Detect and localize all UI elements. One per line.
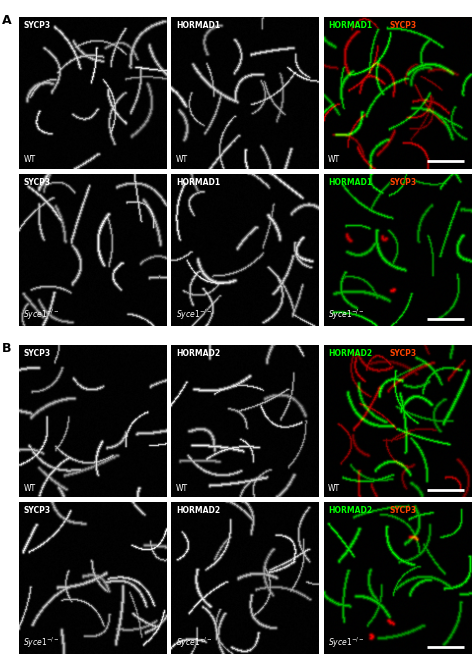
Text: HORMAD1: HORMAD1 xyxy=(176,178,220,187)
Text: SYCP3: SYCP3 xyxy=(390,178,417,187)
Text: HORMAD2: HORMAD2 xyxy=(176,506,220,516)
Text: HORMAD1: HORMAD1 xyxy=(328,21,372,30)
Text: WT: WT xyxy=(23,155,36,165)
Text: $Syce1^{-/-}$: $Syce1^{-/-}$ xyxy=(23,635,60,650)
Text: SYCP3: SYCP3 xyxy=(23,21,51,30)
Text: HORMAD2: HORMAD2 xyxy=(176,349,220,358)
Text: $Syce1^{-/-}$: $Syce1^{-/-}$ xyxy=(176,307,212,322)
Text: SYCP3: SYCP3 xyxy=(23,506,51,516)
Text: SYCP3: SYCP3 xyxy=(23,178,51,187)
Text: WT: WT xyxy=(176,484,188,492)
Text: HORMAD2: HORMAD2 xyxy=(328,506,372,516)
Text: A: A xyxy=(2,14,12,27)
Text: $Syce1^{-/-}$: $Syce1^{-/-}$ xyxy=(328,307,365,322)
Text: $Syce1^{-/-}$: $Syce1^{-/-}$ xyxy=(328,635,365,650)
Text: SYCP3: SYCP3 xyxy=(390,506,417,516)
Text: HORMAD1: HORMAD1 xyxy=(176,21,220,30)
Text: HORMAD1: HORMAD1 xyxy=(328,178,372,187)
Text: SYCP3: SYCP3 xyxy=(23,349,51,358)
Text: WT: WT xyxy=(328,155,340,165)
Text: SYCP3: SYCP3 xyxy=(390,21,417,30)
Text: WT: WT xyxy=(23,484,36,492)
Text: HORMAD2: HORMAD2 xyxy=(328,349,372,358)
Text: WT: WT xyxy=(328,484,340,492)
Text: $Syce1^{-/-}$: $Syce1^{-/-}$ xyxy=(176,635,212,650)
Text: $Syce1^{-/-}$: $Syce1^{-/-}$ xyxy=(23,307,60,322)
Text: B: B xyxy=(2,342,12,355)
Text: WT: WT xyxy=(176,155,188,165)
Text: SYCP3: SYCP3 xyxy=(390,349,417,358)
